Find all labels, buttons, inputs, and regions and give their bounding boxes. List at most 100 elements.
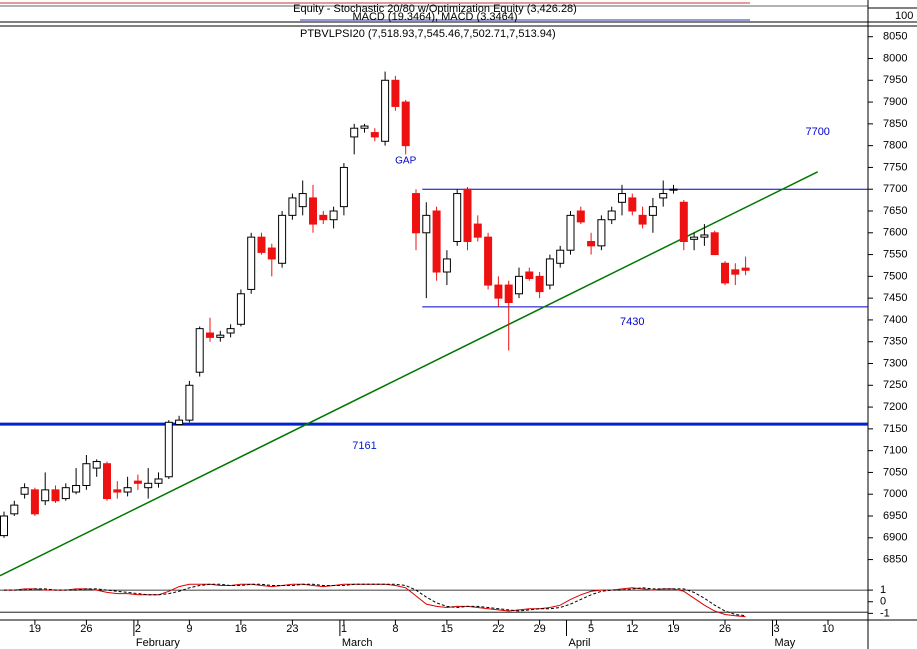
x-tick-label: 26 bbox=[719, 623, 731, 635]
candle-body bbox=[453, 193, 462, 242]
candle-body bbox=[257, 236, 266, 253]
y-tick-label: 7700 bbox=[883, 183, 907, 195]
x-tick-label: 22 bbox=[492, 623, 504, 635]
x-tick-label: 10 bbox=[822, 623, 834, 635]
y-tick-label: 7650 bbox=[883, 205, 907, 217]
candle-body bbox=[700, 234, 709, 238]
candle-body bbox=[391, 79, 400, 107]
candle-body bbox=[41, 489, 50, 502]
candle-body bbox=[72, 485, 81, 493]
candle-body bbox=[30, 489, 39, 515]
candle-body bbox=[556, 249, 565, 264]
candle-body bbox=[61, 487, 70, 500]
candle-body bbox=[741, 267, 750, 271]
y-tick-label: 7600 bbox=[883, 227, 907, 239]
candle-body bbox=[463, 188, 472, 242]
candle-body bbox=[566, 214, 575, 251]
y-tick-label: 7500 bbox=[883, 270, 907, 282]
y-tick-label: -1 bbox=[880, 607, 890, 619]
candle-body bbox=[247, 236, 256, 290]
candle-body bbox=[267, 247, 276, 260]
candle-body bbox=[278, 214, 287, 264]
candle-body bbox=[206, 332, 214, 338]
candle-body bbox=[10, 504, 19, 515]
candle-body bbox=[659, 193, 668, 199]
candle-body bbox=[669, 188, 678, 191]
y-tick-label: 7000 bbox=[883, 488, 907, 500]
y-tick-label: 7550 bbox=[883, 248, 907, 260]
candle-body bbox=[113, 489, 122, 493]
candle-body bbox=[329, 210, 338, 221]
candle-body bbox=[515, 275, 523, 295]
y-tick-label: 7250 bbox=[883, 379, 907, 391]
x-tick-label: 9 bbox=[186, 623, 192, 635]
candle-body bbox=[154, 478, 163, 484]
y-tick-label: 7050 bbox=[883, 466, 907, 478]
x-tick-label: 19 bbox=[667, 623, 679, 635]
candle-body bbox=[123, 487, 132, 493]
top-panel-tick-label: 100 bbox=[895, 10, 913, 22]
candle-body bbox=[175, 419, 184, 425]
chart-title: PTBVLPSI20 (7,518.93,7,545.46,7,502.71,7… bbox=[300, 28, 556, 40]
month-label: May bbox=[775, 637, 796, 649]
candle-body bbox=[618, 193, 626, 203]
candle-body bbox=[360, 125, 369, 129]
month-label: February bbox=[136, 637, 181, 649]
x-tick-label: 19 bbox=[29, 623, 41, 635]
candle-body bbox=[721, 262, 729, 284]
top-panel-text: MACD (19.3464), MACD (3.3464) bbox=[352, 11, 517, 23]
x-tick-label: 1 bbox=[341, 623, 347, 635]
candle-body bbox=[648, 206, 657, 216]
candle-body bbox=[82, 463, 91, 487]
level-label: 7161 bbox=[352, 440, 376, 452]
candle-body bbox=[370, 132, 379, 138]
candle-body bbox=[576, 210, 585, 223]
x-tick-label: 15 bbox=[441, 623, 453, 635]
y-tick-label: 7800 bbox=[883, 140, 907, 152]
y-tick-label: 7350 bbox=[883, 336, 907, 348]
y-tick-label: 7950 bbox=[883, 74, 907, 86]
x-tick-label: 26 bbox=[80, 623, 92, 635]
x-tick-label: 3 bbox=[773, 623, 779, 635]
indicator-line bbox=[4, 583, 746, 617]
candle-body bbox=[103, 463, 111, 500]
candle-body bbox=[144, 482, 153, 489]
x-tick-label: 23 bbox=[286, 623, 298, 635]
candle-body bbox=[309, 197, 317, 225]
candle-body bbox=[226, 328, 235, 334]
x-tick-label: 2 bbox=[135, 623, 141, 635]
y-tick-label: 7100 bbox=[883, 445, 907, 457]
candle-body bbox=[628, 197, 637, 212]
candle-body bbox=[0, 515, 8, 537]
month-label: March bbox=[342, 637, 373, 649]
x-tick-label: 29 bbox=[533, 623, 545, 635]
candle-body bbox=[92, 461, 101, 469]
candle-body bbox=[597, 219, 606, 247]
candle-body bbox=[504, 284, 513, 304]
x-tick-label: 5 bbox=[588, 623, 594, 635]
month-label: April bbox=[569, 637, 591, 649]
y-tick-label: 7900 bbox=[883, 96, 907, 108]
candle-body bbox=[422, 214, 431, 234]
candle-body bbox=[494, 284, 503, 299]
y-tick-label: 7750 bbox=[883, 161, 907, 173]
candle-body bbox=[432, 210, 441, 273]
candle-body bbox=[473, 223, 482, 238]
candle-body bbox=[587, 241, 596, 247]
annotation: GAP bbox=[395, 156, 416, 167]
candle-body bbox=[236, 293, 245, 325]
candle-body bbox=[164, 421, 173, 478]
candle-body bbox=[442, 258, 451, 273]
y-tick-label: 8000 bbox=[883, 52, 907, 64]
y-tick-label: 7300 bbox=[883, 357, 907, 369]
level-label: 7700 bbox=[805, 126, 829, 138]
x-tick-label: 16 bbox=[235, 623, 247, 635]
x-tick-label: 8 bbox=[392, 623, 398, 635]
y-tick-label: 6950 bbox=[883, 510, 907, 522]
y-tick-label: 7150 bbox=[883, 423, 907, 435]
candle-body bbox=[484, 236, 493, 286]
candle-body bbox=[607, 210, 616, 221]
y-tick-label: 7200 bbox=[883, 401, 907, 413]
y-tick-label: 1 bbox=[880, 584, 886, 596]
